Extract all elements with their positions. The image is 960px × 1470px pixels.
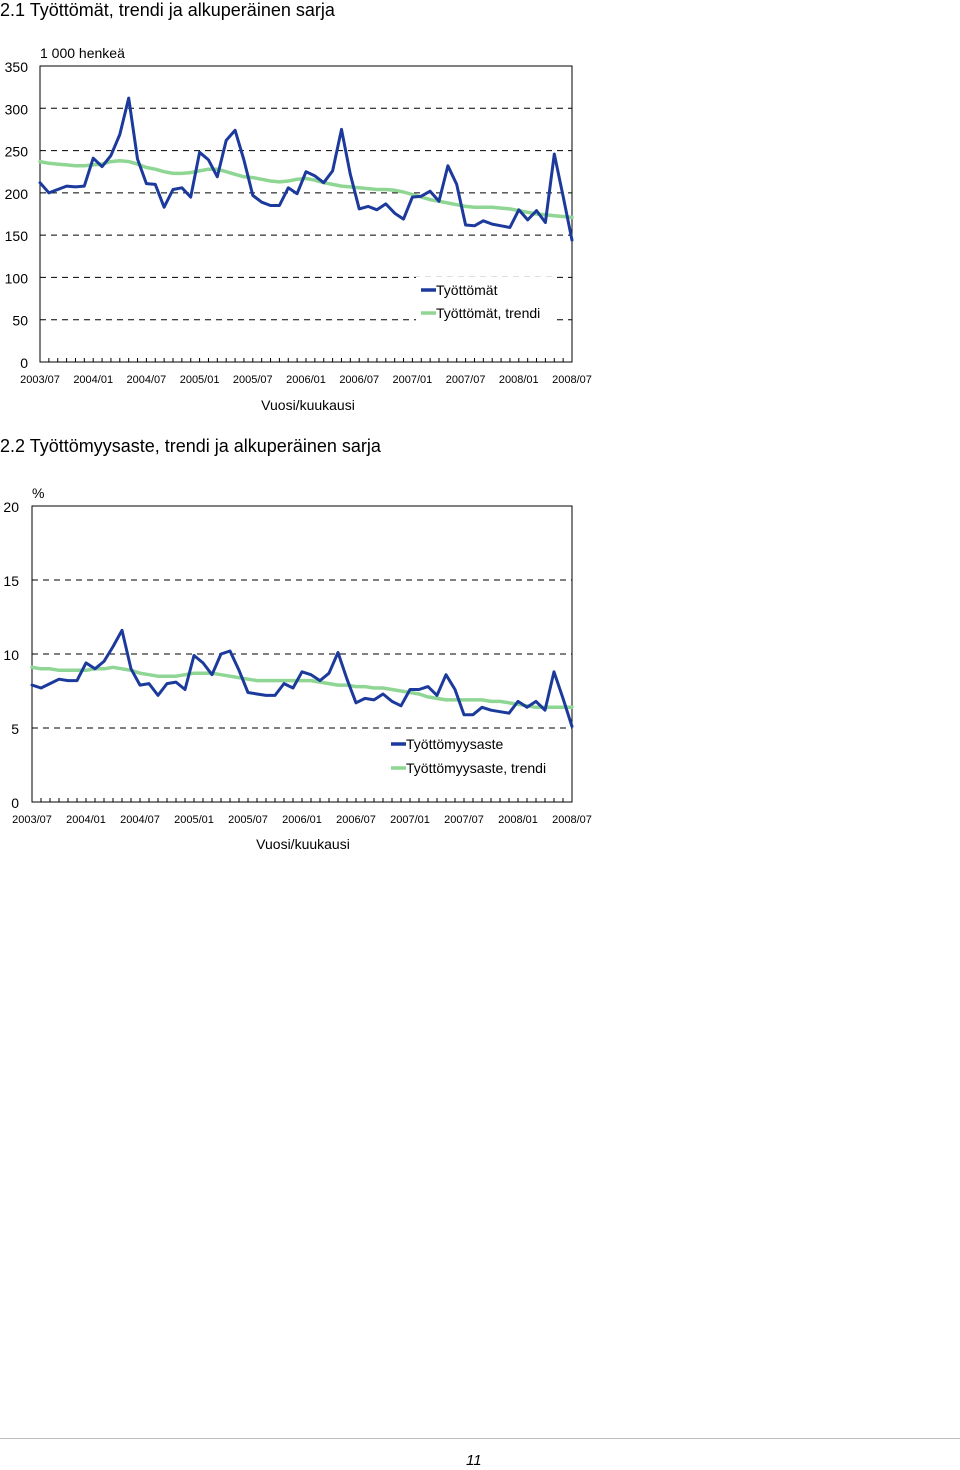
chart1-y-tick-label: 100: [5, 270, 29, 286]
chart2-x-axis-label: Vuosi/kuukausi: [256, 836, 350, 852]
chart1-x-tick-label: 2007/01: [393, 374, 433, 386]
chart1-x-tick-label: 2007/07: [446, 374, 486, 386]
chart1-x-tick-label: 2006/01: [286, 374, 326, 386]
unemployed-chart: 0 50 100 150 200 250 300 350 1 000 henkeä 2003/07…: [5, 45, 592, 413]
chart1-x-axis-label: Vuosi/kuukausi: [261, 397, 355, 413]
chart2-heading: 2.2 Työttömyysaste, trendi ja alkuperäin…: [0, 436, 381, 456]
chart1-legend-box: [416, 277, 556, 327]
chart1-legend-label-trend: Työttömät, trendi: [436, 305, 540, 321]
chart2-x-tick-label: 2006/01: [282, 814, 322, 826]
chart1-legend-label-original: Työttömät: [436, 282, 498, 298]
chart1-original-series-line: [38, 96, 574, 242]
chart1-x-tick-label: 2006/07: [339, 374, 379, 386]
footer-divider: [0, 1438, 960, 1439]
chart1-heading: 2.1 Työttömät, trendi ja alkuperäinen sa…: [0, 0, 335, 20]
chart1-x-tick-label: 2004/07: [127, 374, 167, 386]
chart1-y-tick-label: 250: [5, 144, 29, 160]
chart2-x-tick-label: 2003/07: [12, 814, 52, 826]
chart2-legend-label-original: Työttömyysaste: [406, 736, 503, 752]
chart2-x-tick-label: 2008/01: [498, 814, 538, 826]
chart1-y-tick-label: 200: [5, 186, 29, 202]
chart2-x-tick-label: 2004/07: [120, 814, 160, 826]
chart2-x-tick-label: 2007/01: [390, 814, 430, 826]
chart2-y-tick-label: 10: [3, 647, 19, 663]
chart2-trend-series-line: [30, 665, 574, 710]
chart2-x-tick-label: 2008/07: [552, 814, 592, 826]
chart2-legend-box: [386, 734, 562, 780]
chart1-x-tick-label: 2008/01: [499, 374, 539, 386]
chart1-trend-series-line: [38, 158, 574, 220]
chart2-x-tick-label: 2007/07: [444, 814, 484, 826]
chart2-original-series-line: [30, 628, 574, 728]
chart1-x-tick-label: 2005/01: [180, 374, 220, 386]
chart1-y-tick-label: 350: [5, 59, 29, 75]
chart2-x-tick-label: 2004/01: [66, 814, 106, 826]
chart1-x-tick-label: 2003/07: [20, 374, 60, 386]
chart2-x-tick-label: 2005/01: [174, 814, 214, 826]
chart1-y-tick-label: 300: [5, 101, 29, 117]
chart2-y-tick-label: 0: [11, 795, 19, 811]
chart1-x-tick-label: 2004/01: [73, 374, 113, 386]
unemployment-rate-chart: 0 5 10 15 20% 2003/07 2004/01 2004/07 2005/01 200…: [3, 485, 592, 852]
chart1-y-axis-label: 1 000 henkeä: [40, 45, 125, 61]
chart1-y-tick-label: 0: [20, 355, 28, 371]
chart2-x-tick-label: 2005/07: [228, 814, 268, 826]
chart2-y-tick-label: 20: [3, 499, 19, 515]
chart2-y-tick-label: 5: [11, 721, 19, 737]
page-number: 11: [466, 1452, 482, 1469]
chart2-y-tick-label: 15: [3, 573, 19, 589]
chart1-x-tick-label: 2008/07: [552, 374, 592, 386]
chart1-y-tick-label: 150: [5, 228, 29, 244]
chart2-y-axis-label: %: [32, 485, 44, 501]
chart2-x-tick-label: 2006/07: [336, 814, 376, 826]
chart1-y-tick-label: 50: [12, 313, 28, 329]
chart1-x-tick-label: 2005/07: [233, 374, 273, 386]
chart2-legend-label-trend: Työttömyysaste, trendi: [406, 760, 546, 776]
